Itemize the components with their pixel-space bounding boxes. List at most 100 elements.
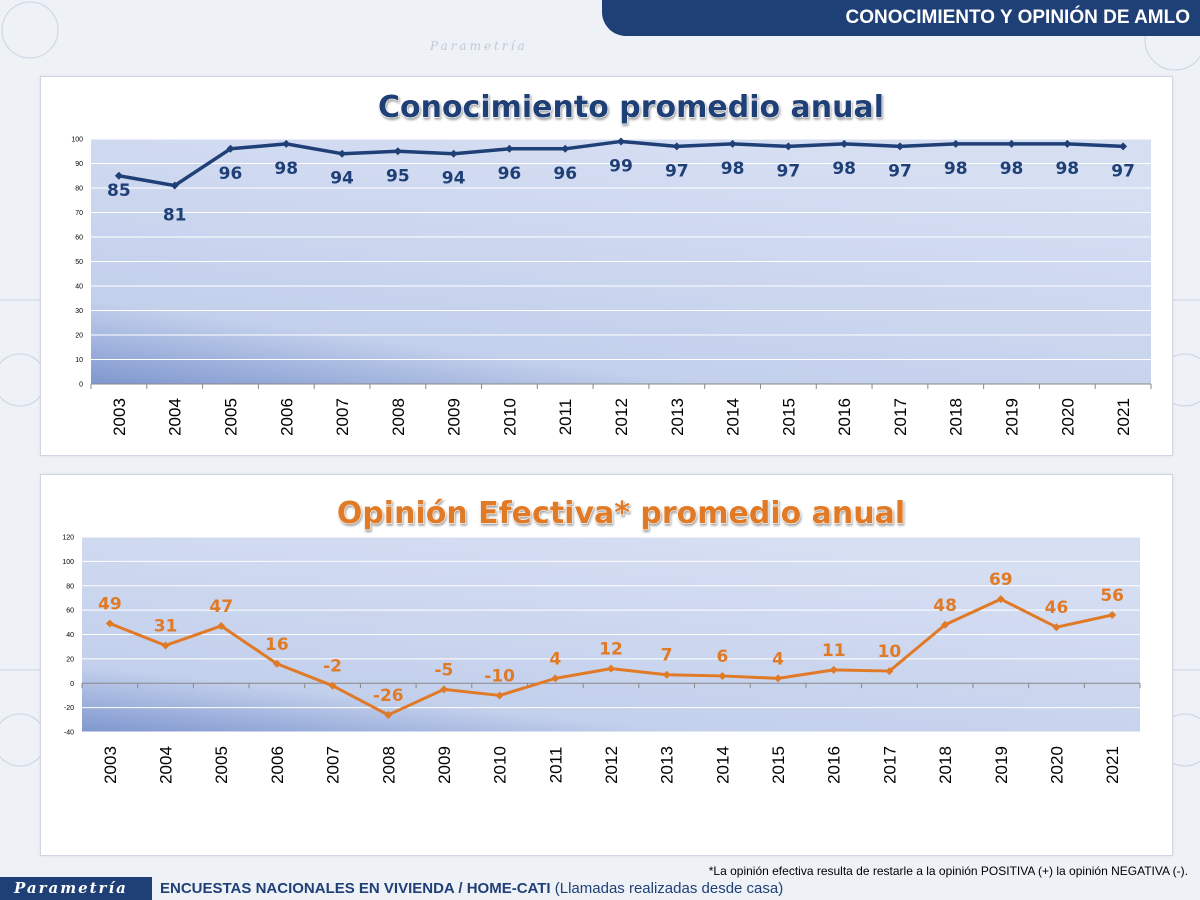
x-tick-label: 2008 [379,746,398,784]
x-tick-label: 2011 [546,747,565,784]
data-label: 56 [1100,586,1124,606]
data-point [282,139,291,148]
x-tick-label: 2013 [658,746,677,784]
data-label: 98 [944,159,968,179]
data-point [439,685,448,694]
x-tick-label: 2009 [435,746,454,784]
footer-text-regular: (Llamadas realizadas desde casa) [554,880,784,897]
x-tick-label: 2016 [835,398,854,436]
x-tick-label: 2015 [769,746,788,784]
x-tick-label: 2014 [724,398,743,436]
y-tick-label: 70 [75,210,83,217]
x-tick-label: 2013 [668,398,687,436]
data-point [1063,139,1072,148]
chart-opinion-efectiva: Opinión Efectiva* promedio anual -40 -20 0 2… [62,495,1141,784]
data-label: 11 [822,641,846,661]
data-point [840,139,849,148]
data-point [561,144,570,153]
data-point [105,619,114,628]
data-point [114,171,123,180]
chart-panel-opinion-efectiva: Opinión Efectiva* promedio anual -40 -20 0 2… [40,474,1173,856]
y-tick-label: 90 [75,161,83,168]
x-tick-label: 2017 [891,398,910,436]
x-tick-label: 2010 [491,746,510,784]
x-tick-label: 2011 [556,399,575,436]
x-tick-label: 2020 [1047,746,1066,784]
data-point [226,144,235,153]
x-tick-label: 2018 [947,398,966,436]
footer-text-bold: ENCUESTAS NACIONALES EN VIVIENDA / HOME-… [160,880,551,897]
data-label: 12 [599,640,623,660]
y-tick-label: 80 [75,186,83,193]
chart-title: Opinión Efectiva* promedio anual [337,496,905,531]
data-label: 97 [888,161,912,181]
data-label: 97 [1111,161,1135,181]
data-point [951,139,960,148]
x-tick-label: 2021 [1114,398,1133,436]
data-label: 47 [209,597,233,617]
x-tick-label: 2021 [1103,746,1122,784]
x-tick-label: 2005 [221,398,240,436]
watermark-text: Parametría [429,39,528,53]
data-label: 31 [154,616,178,636]
footer-logo: Parametría [0,877,152,900]
data-label: 98 [1000,159,1024,179]
data-label: 10 [878,642,902,662]
data-label: -2 [323,657,342,677]
footer-text: ENCUESTAS NACIONALES EN VIVIENDA / HOME-… [160,880,783,897]
data-point [607,664,615,673]
y-tick-label: 60 [75,235,83,242]
data-label: 69 [989,570,1013,590]
y-tick-label: 0 [70,681,74,688]
x-tick-label: 2020 [1058,398,1077,436]
y-tick-label: 100 [62,559,74,566]
data-point [672,142,681,151]
y-tick-label: 30 [75,308,83,315]
data-label: 96 [553,164,577,184]
x-tick-label: 2005 [212,746,231,784]
data-label: 94 [442,169,466,189]
data-point [1108,611,1117,619]
footnote: *La opinión efectiva resulta de restarle… [708,864,1188,878]
x-tick-label: 2015 [779,398,798,436]
data-point [449,149,458,158]
data-point [1052,623,1061,632]
y-tick-label: 50 [75,259,83,266]
data-point [338,149,347,158]
data-label: 95 [386,166,410,186]
x-tick-label: 2007 [324,746,343,784]
data-label: 48 [933,596,957,616]
data-label: 85 [107,181,131,201]
y-tick-label: 40 [66,632,74,639]
data-point [829,665,838,674]
y-tick-label: 80 [66,583,74,590]
x-tick-label: 2019 [1003,398,1022,436]
x-tick-label: 2014 [713,746,732,784]
data-point [272,659,281,668]
data-label: 98 [1055,159,1079,179]
x-tick-label: 2004 [157,746,176,784]
y-tick-label: 20 [75,333,83,340]
x-tick-label: 2012 [612,398,631,436]
x-tick-label: 2012 [602,746,621,784]
data-label: 96 [498,164,522,184]
data-point [996,595,1005,604]
x-tick-label: 2017 [880,746,899,784]
data-label: -5 [435,660,454,680]
chart-title: Conocimiento promedio anual [378,90,884,125]
data-point [784,142,793,151]
chart-conocimiento: Conocimiento promedio anual 0 10 20 30 40 50 60… [71,89,1152,436]
data-label: 99 [609,156,633,176]
y-tick-label: 40 [75,284,83,291]
data-point [393,147,402,156]
data-label: 98 [721,159,745,179]
data-point [1007,139,1016,148]
x-tick-label: 2007 [333,398,352,436]
data-point [617,137,625,146]
x-tick-label: 2006 [268,746,287,784]
data-label: 46 [1045,598,1069,618]
data-point [885,667,894,676]
y-tick-label: -20 [64,705,74,712]
data-label: -26 [373,686,404,706]
y-tick-label: 120 [62,535,74,542]
